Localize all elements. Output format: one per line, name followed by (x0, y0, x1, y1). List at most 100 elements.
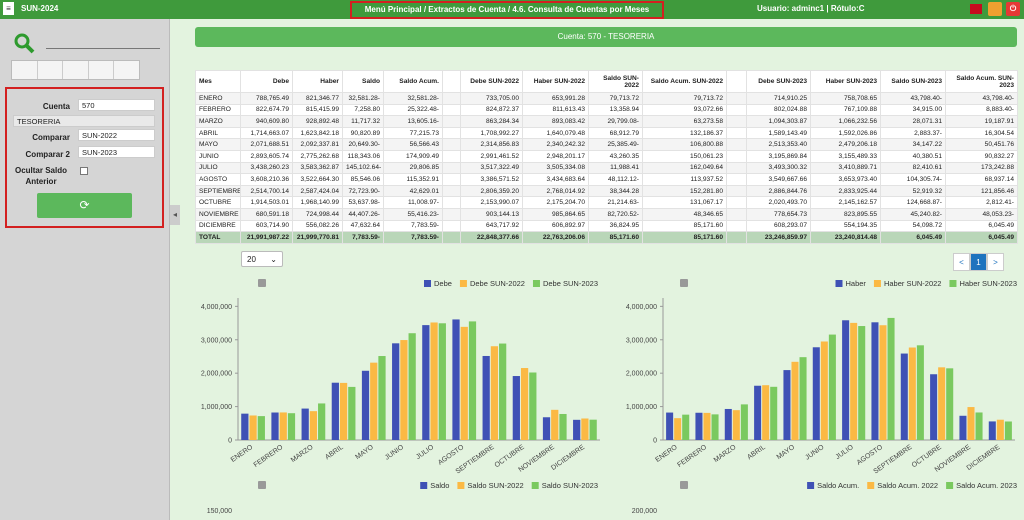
bar (871, 322, 879, 440)
cell: 3,653,973.40 (810, 173, 881, 186)
y-tick-label: 3,000,000 (626, 337, 657, 344)
cell: 90,820.89 (342, 126, 384, 140)
bar (589, 419, 597, 440)
column-header[interactable]: Mes (195, 70, 241, 93)
table-row: FEBRERO 822,674.79 815,415.99 7,258.80 25,32… (195, 103, 1018, 117)
chart-menu-icon (258, 481, 266, 489)
cell: 1,640,079.48 (522, 126, 589, 140)
column-header[interactable]: Saldo Acum. SUN-2023 (945, 70, 1018, 93)
column-header[interactable]: Haber SUN-2022 (522, 70, 589, 93)
column-header[interactable]: Saldo Acum. SUN-2022 (642, 70, 727, 93)
x-tick-label: JULIO (415, 444, 436, 461)
spacer-cell (726, 161, 747, 175)
x-tick-label: JULIO (835, 444, 856, 461)
refresh-button[interactable]: ⟳ (37, 193, 132, 218)
bar (959, 415, 967, 440)
cell: 52,919.32 (880, 184, 946, 198)
cell: 48,053.23- (945, 207, 1018, 221)
column-header[interactable]: Saldo (342, 70, 384, 93)
print-button[interactable] (988, 2, 1002, 16)
bar (783, 370, 791, 440)
bar (682, 414, 690, 440)
cell: 2,991,461.52 (460, 149, 523, 163)
tool-button[interactable] (63, 61, 89, 79)
bar (812, 347, 820, 440)
page-size-select[interactable]: 20 ⌄ (241, 251, 283, 267)
cell: 2,071,688.51 (240, 138, 293, 151)
tool-button[interactable] (38, 61, 64, 79)
page-button[interactable]: > (987, 253, 1004, 271)
bar (740, 404, 748, 440)
cell: 11,988.41 (588, 161, 643, 175)
bar (666, 412, 674, 440)
cell: 2,514,700.14 (240, 184, 293, 198)
menu-button[interactable]: ≡ (3, 2, 14, 15)
legend-swatch (531, 482, 539, 489)
bar (452, 319, 460, 440)
legend-swatch (420, 482, 428, 489)
x-tick-label: ABRIL (324, 444, 345, 461)
bar (309, 411, 318, 440)
search-input[interactable] (46, 48, 160, 49)
bar (930, 374, 938, 440)
legend-label: Saldo SUN-2023 (542, 481, 598, 490)
cell: 2,812.41- (945, 196, 1018, 209)
cell: 20,649.30- (342, 138, 384, 151)
account-name: TESORERIA (13, 115, 155, 127)
legend-label: Saldo Acum. (817, 481, 859, 490)
x-tick-label: ENERO (230, 444, 255, 464)
cell: 50,451.76 (945, 138, 1018, 151)
y-tick-label: 3,000,000 (201, 337, 232, 344)
filter-form: Cuenta 570 TESORERIA Comparar SUN-2022 C… (5, 87, 164, 228)
x-tick-label: DICIEMBRE (550, 444, 586, 472)
column-header[interactable]: Saldo SUN-2023 (880, 70, 946, 93)
bar (430, 322, 438, 440)
bar (674, 418, 682, 440)
cell: 16,304.54 (945, 126, 1018, 140)
bar (400, 340, 408, 440)
cell: 1,623,842.18 (292, 126, 343, 140)
collapse-toggle[interactable]: ◂ (170, 205, 180, 225)
language-flag[interactable] (970, 4, 982, 14)
compare2-input[interactable]: SUN-2023 (78, 146, 155, 158)
compare-input[interactable]: SUN-2022 (78, 129, 155, 141)
bar (858, 326, 866, 440)
cell: 85,171.60 (642, 231, 727, 244)
cell: 56,566.43 (383, 138, 443, 151)
cell: MAYO (195, 138, 241, 151)
legend-label: Haber SUN-2022 (884, 279, 942, 288)
legend-label: Debe (434, 279, 452, 288)
sidebar: Cuenta 570 TESORERIA Comparar SUN-2022 C… (0, 19, 170, 520)
bar (529, 372, 537, 440)
cell: 1,914,503.01 (240, 196, 293, 209)
table-row: MAYO 2,071,688.51 2,092,337.81 20,649.30- 56… (195, 138, 1018, 151)
search-icon[interactable] (14, 33, 36, 55)
logout-button[interactable]: ⏻ (1006, 2, 1020, 16)
table-row: ABRIL 1,714,663.07 1,623,842.18 90,820.89 77… (195, 126, 1018, 140)
account-input[interactable]: 570 (78, 99, 155, 111)
cell: 1,589,143.49 (746, 126, 811, 140)
cell: 2,833,925.44 (810, 184, 881, 198)
breadcrumb[interactable]: Menú Principal (364, 5, 422, 14)
cell: 145,102.64- (342, 161, 384, 175)
checkbox[interactable] (80, 167, 88, 175)
bar (348, 386, 356, 440)
pagination: <1 > (953, 253, 1004, 271)
page-button[interactable]: < (953, 253, 970, 271)
cell: 82,720.52- (588, 207, 643, 221)
cell: TOTAL (195, 231, 241, 244)
column-header[interactable]: Saldo SUN-2022 (588, 70, 643, 93)
legend-label: Saldo Acum. 2022 (877, 481, 938, 490)
view-button[interactable] (12, 61, 38, 79)
x-tick-label: MARZO (713, 444, 738, 465)
y-tick-label: 2,000,000 (201, 371, 232, 378)
breadcrumb[interactable]: Extractos de Cuenta (428, 5, 506, 14)
bar (490, 346, 499, 440)
column-header[interactable]: Haber (292, 70, 343, 93)
tool-button[interactable] (89, 61, 115, 79)
cell: 85,171.60 (588, 231, 643, 244)
cell: 3,493,300.32 (746, 161, 811, 175)
page-button[interactable]: 1 (970, 253, 987, 271)
legend-swatch (807, 482, 815, 489)
label: Comparar (32, 133, 70, 142)
